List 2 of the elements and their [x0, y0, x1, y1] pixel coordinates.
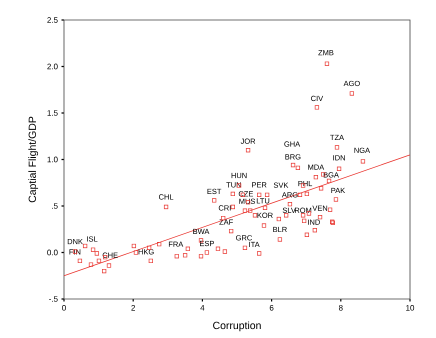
y-axis-title: Captial Flight/GDP: [28, 116, 38, 202]
x-axis-title: Corruption: [213, 321, 261, 332]
